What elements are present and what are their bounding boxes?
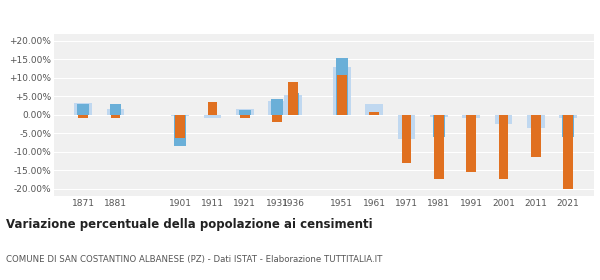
Bar	[401, 115, 412, 163]
Bar	[430, 115, 448, 117]
Bar	[240, 115, 250, 118]
Bar	[559, 115, 577, 118]
Bar	[365, 104, 383, 115]
Text: Variazione percentuale della popolazione ai censimenti: Variazione percentuale della popolazione…	[6, 218, 373, 231]
Bar	[74, 103, 92, 115]
Bar	[268, 101, 286, 115]
Bar	[527, 115, 545, 128]
Bar	[175, 115, 185, 138]
Bar	[466, 115, 476, 172]
Bar	[107, 109, 124, 115]
Bar	[110, 104, 121, 115]
Bar	[433, 115, 445, 137]
Bar	[236, 109, 254, 115]
Bar	[208, 102, 217, 115]
Bar	[287, 94, 299, 115]
Bar	[271, 99, 283, 115]
Bar	[337, 75, 347, 115]
Bar	[562, 115, 574, 137]
Bar	[110, 115, 121, 118]
Bar	[369, 112, 379, 115]
Bar	[462, 115, 480, 118]
Bar	[289, 81, 298, 115]
Bar	[531, 115, 541, 157]
Bar	[171, 115, 189, 116]
Bar	[499, 115, 508, 179]
Bar	[398, 115, 415, 139]
Bar	[336, 58, 347, 115]
Bar	[175, 115, 186, 146]
Bar	[272, 115, 282, 122]
Text: COMUNE DI SAN COSTANTINO ALBANESE (PZ) - Dati ISTAT - Elaborazione TUTTITALIA.IT: COMUNE DI SAN COSTANTINO ALBANESE (PZ) -…	[6, 255, 382, 264]
Bar	[203, 115, 221, 118]
Bar	[494, 115, 512, 124]
Bar	[284, 95, 302, 115]
Bar	[239, 110, 251, 115]
Bar	[434, 115, 443, 179]
Bar	[77, 104, 89, 115]
Bar	[78, 115, 88, 118]
Bar	[563, 115, 573, 189]
Bar	[333, 67, 350, 115]
